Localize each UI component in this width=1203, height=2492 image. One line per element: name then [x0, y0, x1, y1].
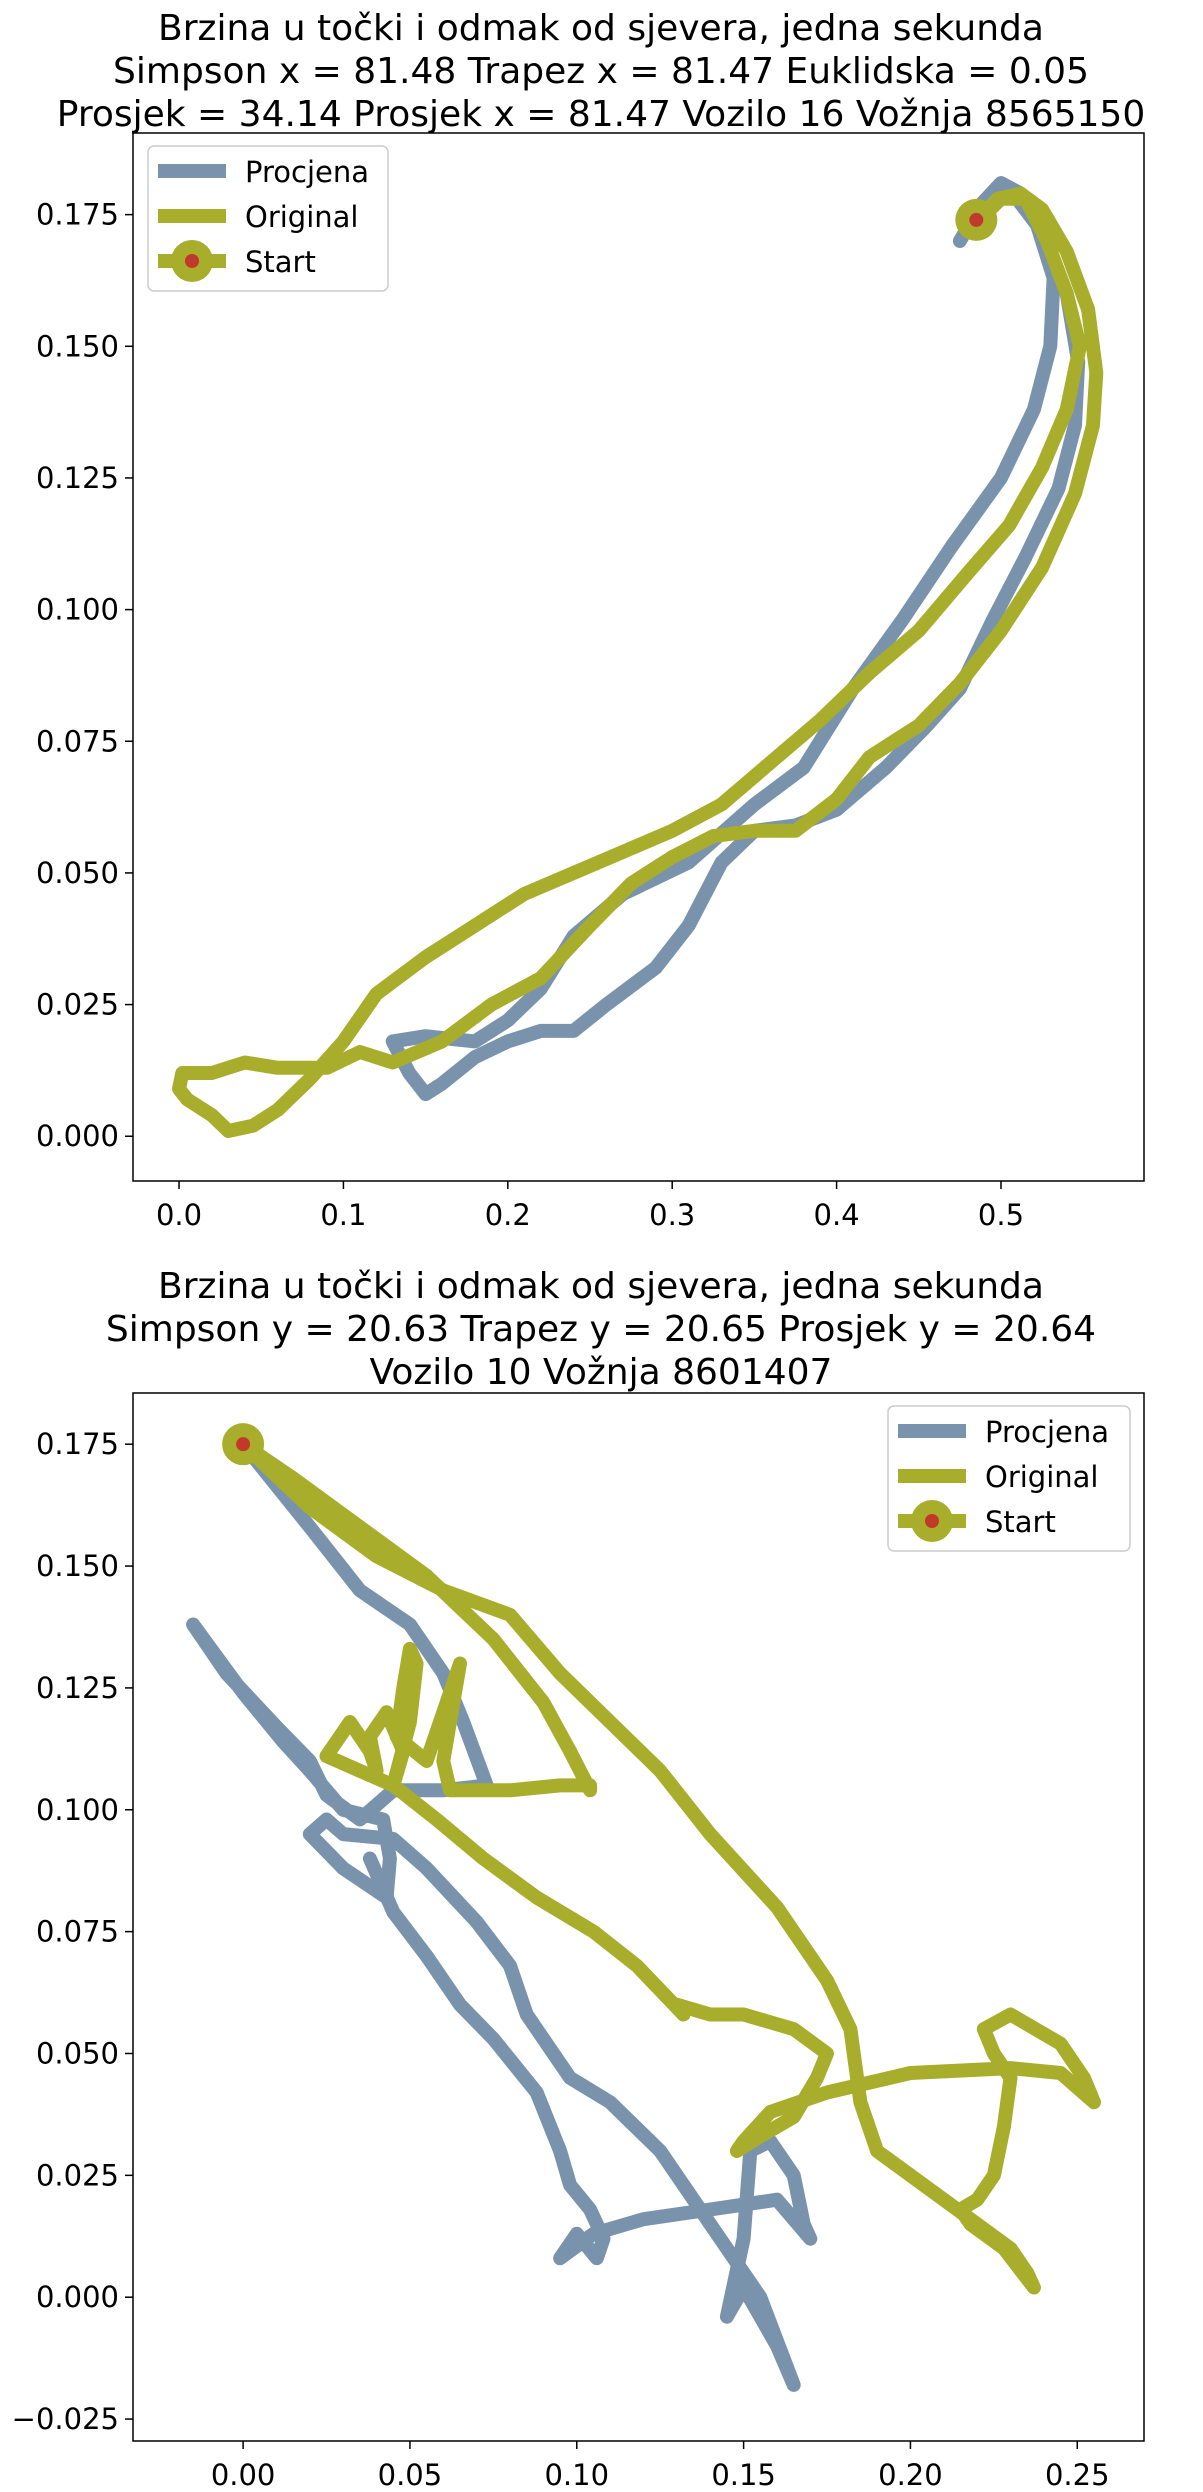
y-tick-label: 0.000: [36, 1119, 119, 1153]
series-layer: [186, 1423, 1101, 2392]
chart-title-line-3: Prosjek = 34.14 Prosjek x = 81.47 Vozilo…: [57, 94, 1145, 135]
x-tick-label: 0.4: [814, 1198, 860, 1232]
axes-ticks: 0.0 0.1 0.2 0.3 0.4 0.5 0.000 0.025 0.050 0.075 0.…: [36, 198, 1024, 1232]
x-tick-label: 0.1: [320, 1198, 366, 1232]
y-tick-label: 0.125: [36, 1671, 119, 1705]
x-tick-label: 0.20: [878, 2458, 943, 2492]
y-tick-label: 0.050: [36, 856, 119, 890]
y-tick-label: 0.000: [36, 2280, 119, 2314]
y-tick-label: 0.100: [36, 593, 119, 627]
series-line-procjena: [385, 176, 1086, 1102]
plot-area: [132, 1392, 1145, 2442]
x-tick-label: 0.15: [711, 2458, 776, 2492]
y-tick-label: 0.050: [36, 2036, 119, 2070]
legend-swatch-start-dot: [185, 254, 199, 268]
chart-title-line-2: Simpson y = 20.63 Trapez y = 20.65 Prosj…: [106, 1309, 1096, 1350]
chart-title: Brzina u točki i odmak od sjevera, jedna…: [106, 1266, 1096, 1393]
series-layer: [172, 176, 1104, 1138]
y-tick-label: 0.150: [36, 329, 119, 363]
legend-label-start: Start: [245, 245, 316, 279]
legend: Procjena Original Start: [147, 145, 389, 292]
x-tick-label: 0.00: [211, 2458, 276, 2492]
y-tick-label: 0.175: [36, 1427, 119, 1461]
y-tick-label: 0.025: [36, 988, 119, 1022]
x-tick-label: 0.5: [978, 1198, 1024, 1232]
legend: Procjena Original Start: [887, 1405, 1131, 1552]
x-tick-label: 0.0: [156, 1198, 202, 1232]
series-line-original: [236, 1437, 1101, 2295]
y-tick-label: 0.150: [36, 1549, 119, 1583]
chart-title-line-3: Vozilo 10 Vožnja 8601407: [370, 1352, 833, 1393]
axes-ticks: 0.00 0.05 0.10 0.15 0.20 0.25 −0.025 0.000 0.025…: [12, 1427, 1110, 2492]
legend-label-original: Original: [245, 200, 358, 234]
series-line-original: [172, 186, 1104, 1138]
y-tick-label: 0.075: [36, 1915, 119, 1949]
chart-title-line-1: Brzina u točki i odmak od sjevera, jedna…: [158, 1266, 1044, 1307]
y-tick-label: 0.100: [36, 1793, 119, 1827]
chart-title-line-2: Simpson x = 81.48 Trapez x = 81.47 Eukli…: [113, 51, 1089, 92]
legend-swatch-start-dot: [925, 1514, 939, 1528]
x-tick-label: 0.05: [378, 2458, 443, 2492]
series-line-procjena: [186, 1437, 818, 2392]
x-tick-label: 0.25: [1045, 2458, 1110, 2492]
chart-title: Brzina u točki i odmak od sjevera, jedna…: [57, 8, 1145, 135]
y-tick-label: 0.175: [36, 198, 119, 232]
legend-label-procjena: Procjena: [245, 155, 369, 189]
y-tick-label: 0.075: [36, 724, 119, 758]
x-tick-label: 0.2: [485, 1198, 531, 1232]
legend-label-start: Start: [985, 1505, 1056, 1539]
start-marker-dot: [236, 1437, 251, 1452]
start-marker-dot: [969, 212, 984, 227]
legend-label-procjena: Procjena: [985, 1415, 1109, 1449]
x-tick-label: 0.10: [544, 2458, 609, 2492]
x-tick-label: 0.3: [649, 1198, 695, 1232]
legend-label-original: Original: [985, 1460, 1098, 1494]
y-tick-label: 0.125: [36, 461, 119, 495]
chart-trajectory-bottom: Brzina u točki i odmak od sjevera, jedna…: [12, 1266, 1145, 2492]
chart-title-line-1: Brzina u točki i odmak od sjevera, jedna…: [158, 8, 1044, 49]
plot-area: [132, 132, 1145, 1182]
y-tick-label: 0.025: [36, 2158, 119, 2192]
chart-trajectory-top: Brzina u točki i odmak od sjevera, jedna…: [36, 8, 1145, 1232]
y-tick-label: −0.025: [12, 2402, 119, 2436]
